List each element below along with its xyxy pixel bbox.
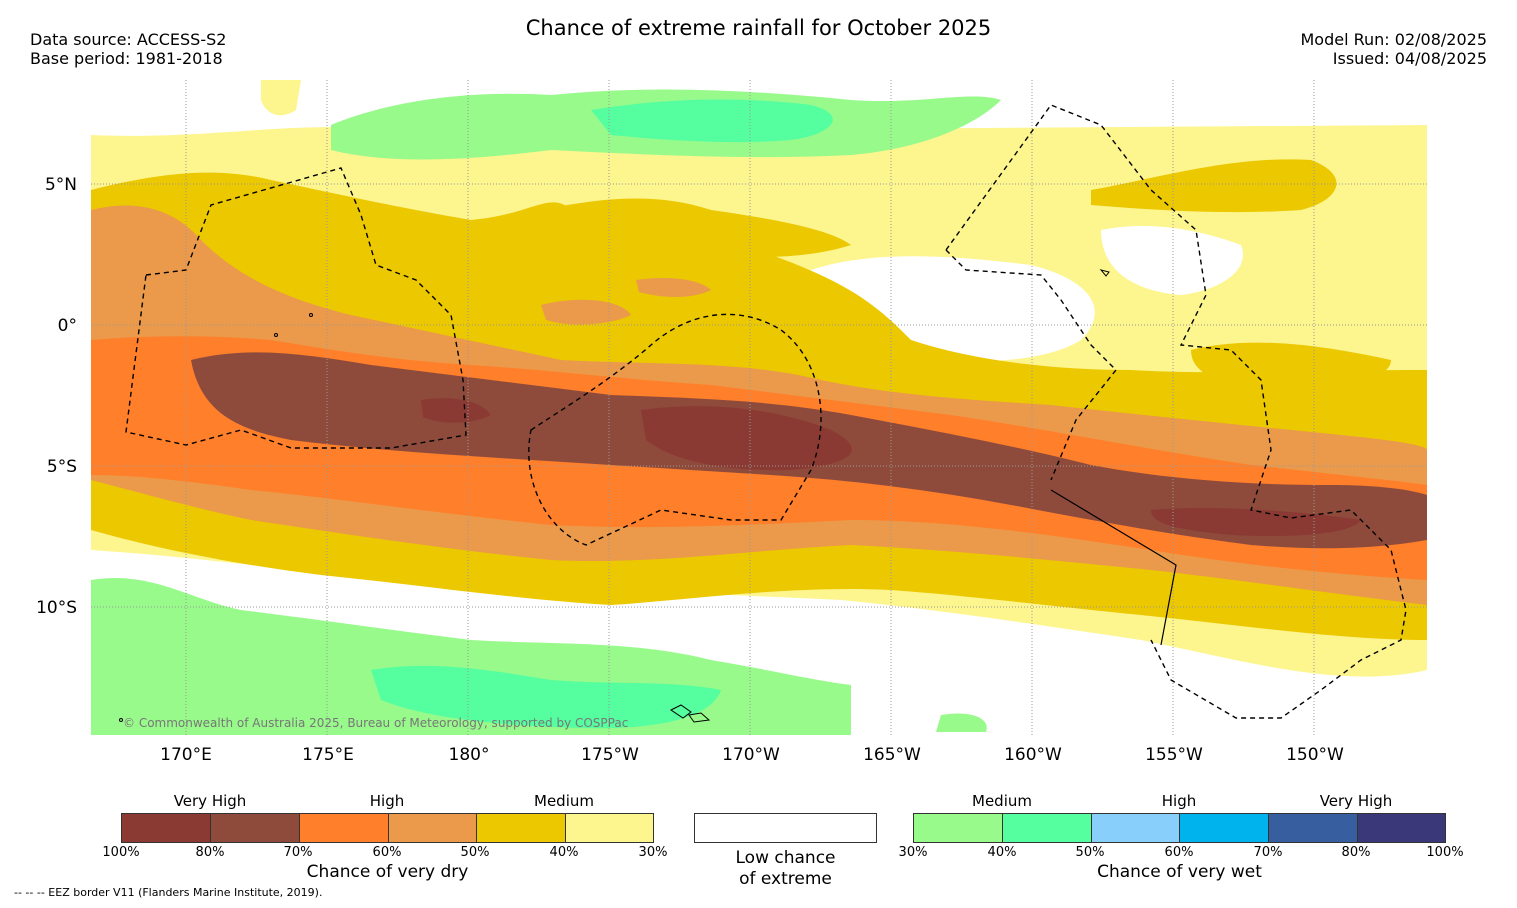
legend-dry-tick-100: 100% xyxy=(102,845,140,860)
legend-dry-tick-60: 60% xyxy=(372,845,402,860)
dry-30-40-north xyxy=(261,80,301,116)
lon-label-155w: 155°W xyxy=(1145,745,1203,765)
legend-dry-swatch-1 xyxy=(122,814,211,842)
islands xyxy=(119,269,1110,723)
legend-low-swatch xyxy=(694,813,877,843)
rainfall-map-svg xyxy=(91,80,1427,735)
legend-wet-tick-40: 40% xyxy=(987,845,1017,860)
dry-50-60-patch2 xyxy=(636,278,711,297)
wet-40-50-north xyxy=(591,99,833,143)
legend-low-label: Low chance of extreme xyxy=(694,848,877,890)
legend-low-line1: Low chance xyxy=(735,848,836,868)
eez-kiribati-gilbert xyxy=(125,167,467,449)
legend-dry-title: Chance of very dry xyxy=(306,862,469,882)
dry-100-core3 xyxy=(421,398,491,423)
legend-wet-title: Chance of very wet xyxy=(1097,862,1262,882)
legend-dry-tick-30: 30% xyxy=(638,845,668,860)
lon-label-170w: 170°W xyxy=(722,745,780,765)
legend-dry-colorbar xyxy=(121,813,654,843)
legend-dry-tick-80: 80% xyxy=(195,845,225,860)
legend-wet-tick-50: 50% xyxy=(1075,845,1105,860)
data-info: Data source: ACCESS-S2 Base period: 1981… xyxy=(30,30,226,68)
map-title: Chance of extreme rainfall for October 2… xyxy=(525,16,992,40)
legend-dry-tick-40: 40% xyxy=(549,845,579,860)
low-chance-region-2 xyxy=(1101,225,1243,295)
lon-label-170e: 170°E xyxy=(160,745,212,765)
dry-100-core2 xyxy=(1151,508,1361,537)
legend-wet-tick-100: 100% xyxy=(1426,845,1464,860)
legend-dry-swatch-4 xyxy=(389,814,477,842)
lat-label-0: 0° xyxy=(57,316,77,336)
lat-label-5n: 5°N xyxy=(44,175,77,195)
eez-tokelau-samoa xyxy=(528,313,822,546)
lon-label-175w: 175°W xyxy=(581,745,639,765)
legend-dry-tick-50: 50% xyxy=(460,845,490,860)
legend-low-line2: of extreme xyxy=(739,869,832,889)
lon-label-180: 180° xyxy=(448,745,490,765)
legend-dry-swatch-6 xyxy=(566,814,653,842)
legend-wet-swatch-1 xyxy=(914,814,1003,842)
dry-40-50-north xyxy=(541,198,851,257)
lon-label-150w: 150°W xyxy=(1286,745,1344,765)
eez-kiribati-phoenix xyxy=(945,104,1407,719)
run-info: Model Run: 02/08/2025 Issued: 04/08/2025 xyxy=(1301,30,1488,68)
lon-label-165w: 165°W xyxy=(863,745,921,765)
legend-wet-tick-30: 30% xyxy=(898,845,928,860)
legend-dry-swatch-2 xyxy=(211,814,300,842)
model-run-label: Model Run: 02/08/2025 xyxy=(1300,30,1488,49)
legend-dry-cat-very-high: Very High xyxy=(173,792,247,810)
dry-40-50-east2 xyxy=(1191,342,1391,390)
legend-wet-swatch-5 xyxy=(1269,814,1358,842)
eez-solid-border xyxy=(1050,489,1177,646)
dry-100-core xyxy=(641,406,852,471)
legend-dry-cat-medium: Medium xyxy=(534,792,594,810)
legend-wet-tick-60: 60% xyxy=(1164,845,1194,860)
legend-wet-cat-high: High xyxy=(1161,792,1197,810)
legend-dry-swatch-3 xyxy=(300,814,389,842)
graticule xyxy=(91,80,1427,735)
legend-wet-colorbar xyxy=(913,813,1446,843)
wet-30-40-small xyxy=(936,713,987,732)
legend-wet-tick-80: 80% xyxy=(1341,845,1371,860)
legend-dry-tick-70: 70% xyxy=(283,845,313,860)
legend-wet-swatch-2 xyxy=(1003,814,1092,842)
legend-dry-cat-high: High xyxy=(369,792,405,810)
legend-wet-cat-medium: Medium xyxy=(972,792,1032,810)
eez-footnote: -- -- -- EEZ border V11 (Flanders Marine… xyxy=(14,886,323,899)
legend-wet-tick-70: 70% xyxy=(1253,845,1283,860)
legend-wet-swatch-3 xyxy=(1092,814,1180,842)
issued-label: Issued: 04/08/2025 xyxy=(1332,49,1487,68)
wet-40-50-south xyxy=(371,665,721,729)
base-period-label: Base period: 1981-2018 xyxy=(30,49,223,68)
legend-dry-swatch-5 xyxy=(477,814,566,842)
legend-wet-swatch-4 xyxy=(1180,814,1269,842)
eez-borders xyxy=(125,104,1407,719)
lon-label-160w: 160°W xyxy=(1004,745,1062,765)
rainfall-map xyxy=(91,80,1427,735)
legend-wet-cat-very-high: Very High xyxy=(1319,792,1393,810)
dry-40-50-east xyxy=(1091,159,1337,213)
lat-label-10s: 10°S xyxy=(36,598,77,618)
data-source-label: Data source: ACCESS-S2 xyxy=(30,30,227,49)
lat-label-5s: 5°S xyxy=(46,457,77,477)
eez-line-islands xyxy=(945,249,1117,481)
lon-label-175e: 175°E xyxy=(302,745,354,765)
copyright-notice: © Commonwealth of Australia 2025, Bureau… xyxy=(123,716,629,730)
legend-wet-swatch-6 xyxy=(1358,814,1445,842)
